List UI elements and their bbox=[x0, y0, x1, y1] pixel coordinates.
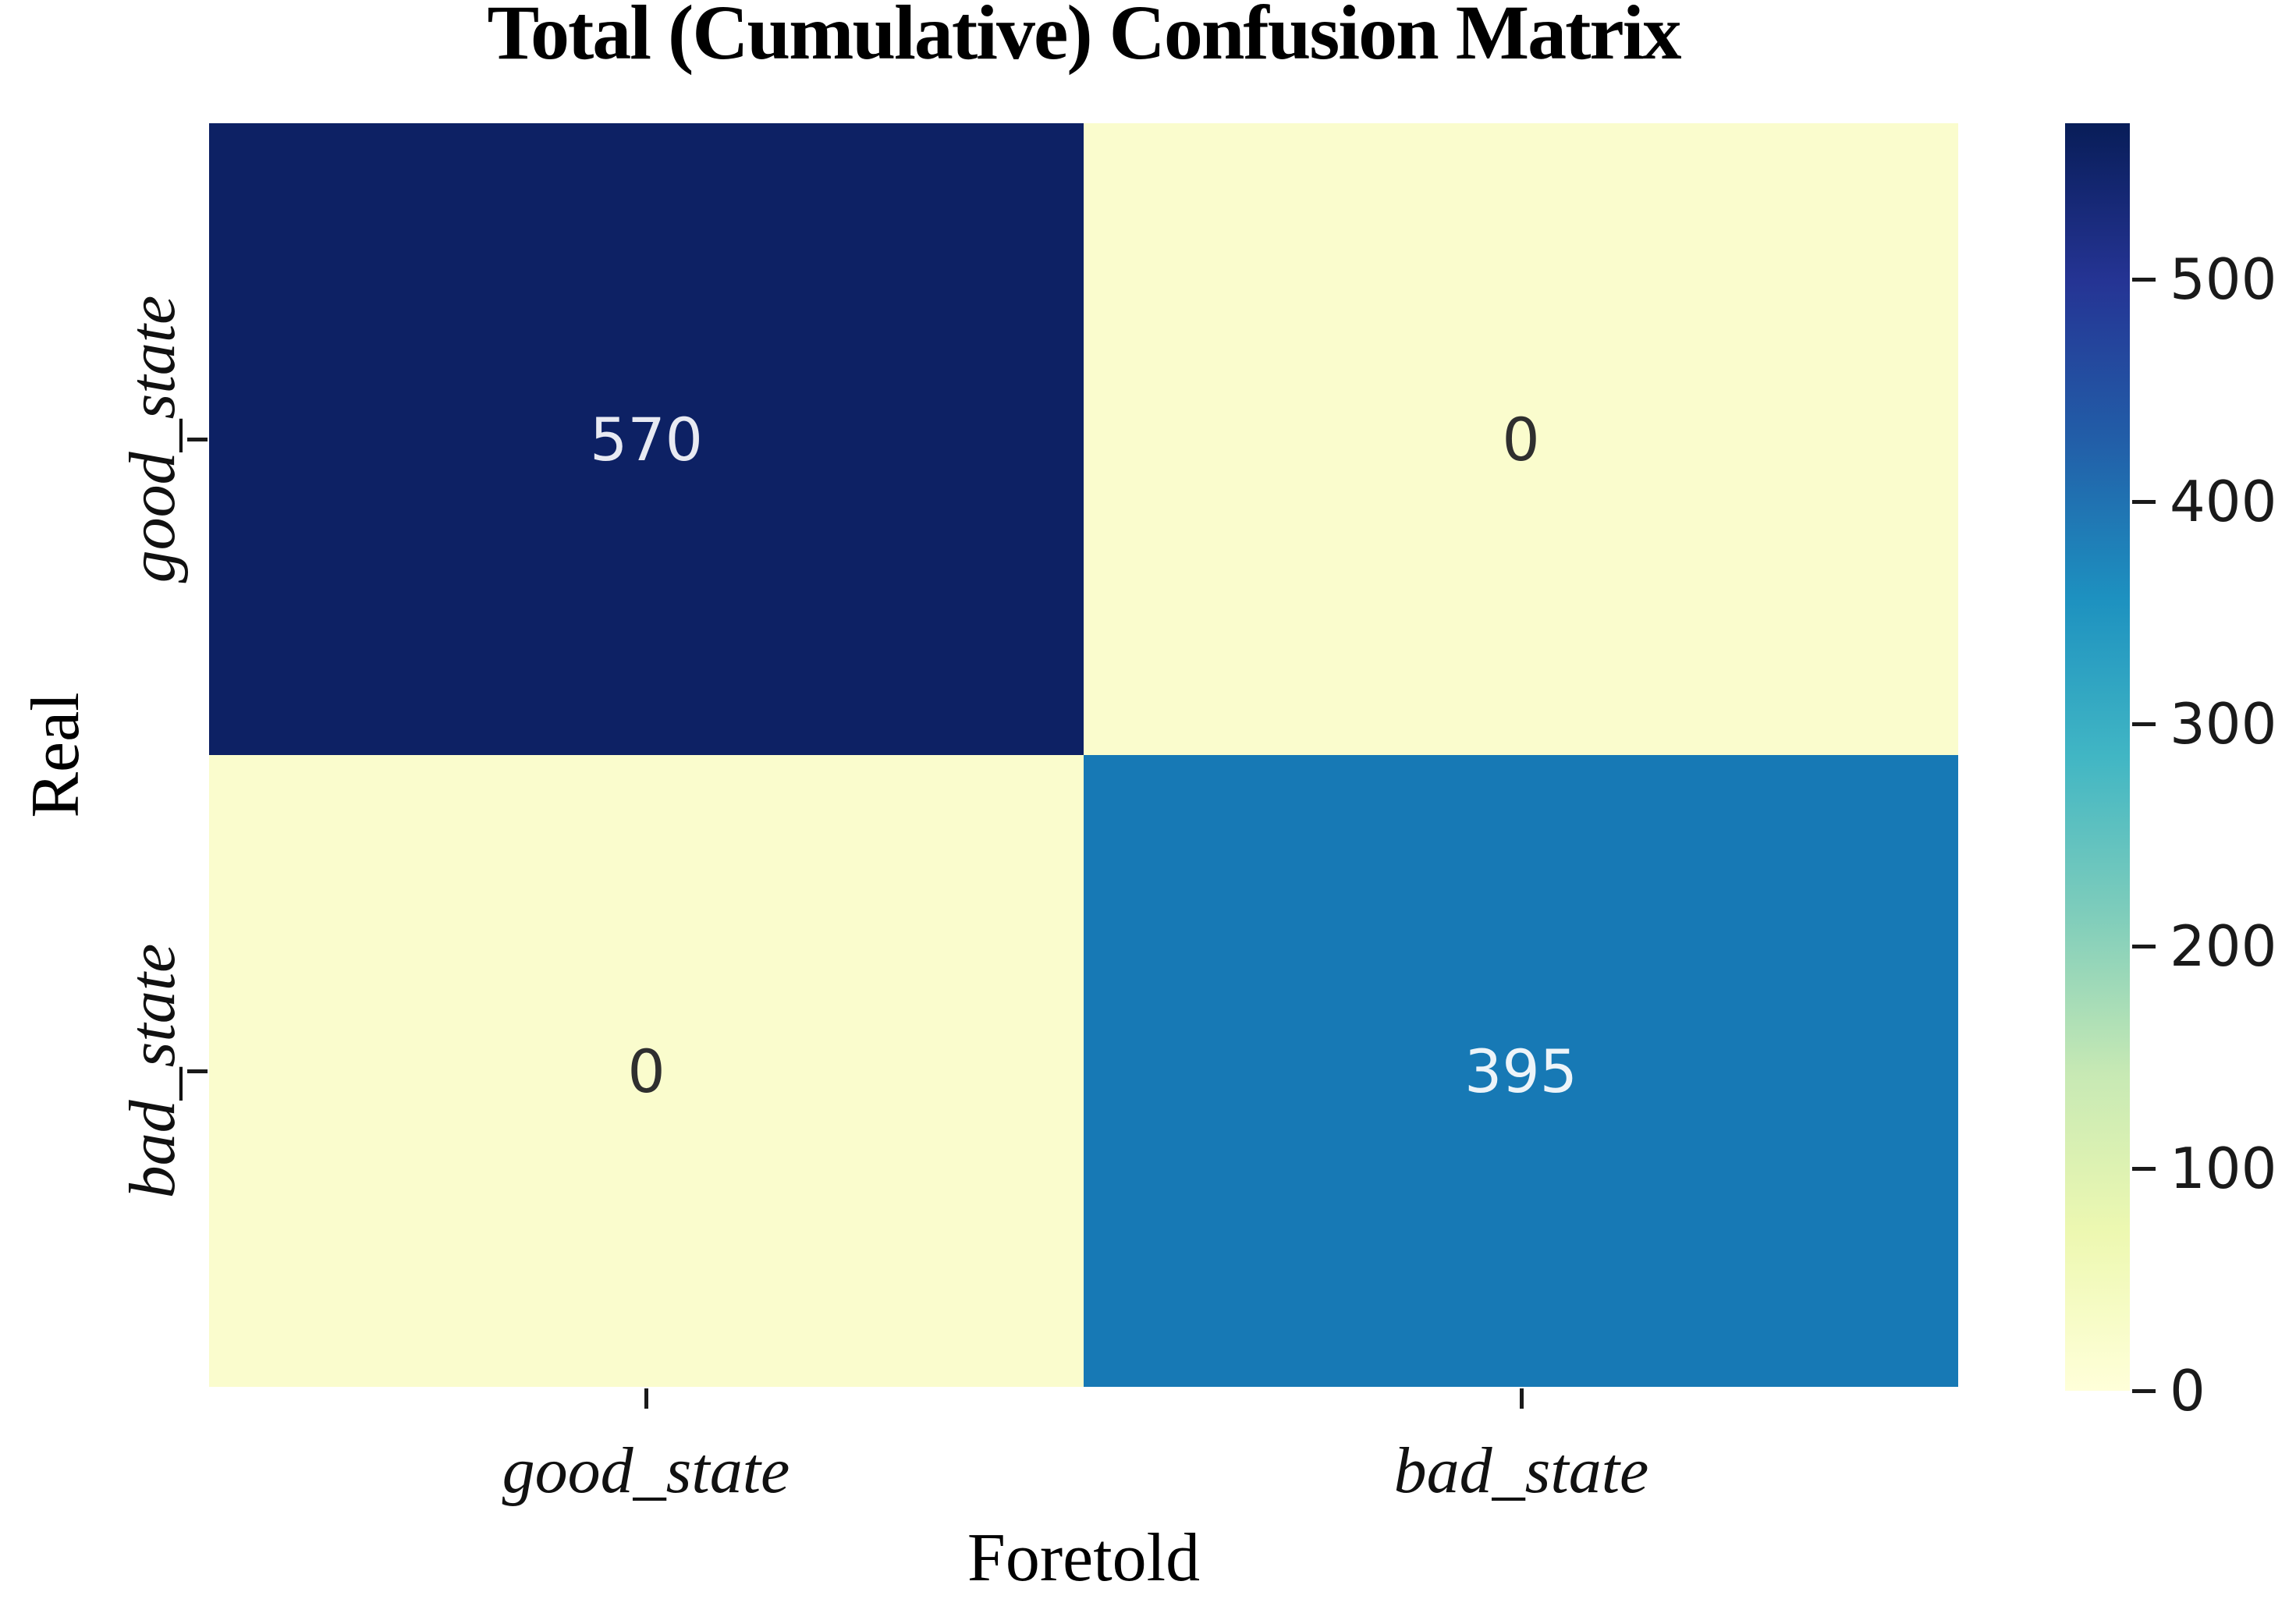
colorbar-tick-100: 100 bbox=[2132, 1140, 2276, 1197]
heatmap-cell-real-bad-pred-bad: 395 bbox=[1084, 755, 1958, 1387]
heatmap-grid: 570 0 0 395 bbox=[209, 123, 1958, 1387]
colorbar-tick-300: 300 bbox=[2132, 696, 2276, 752]
colorbar-tick-mark bbox=[2132, 1166, 2156, 1171]
colorbar-tick-mark bbox=[2132, 1388, 2156, 1393]
heatmap-cell-real-bad-pred-good: 0 bbox=[209, 755, 1084, 1387]
x-axis-tick-mark-good-state bbox=[644, 1388, 648, 1409]
x-tick-label-bad-state: bad_state bbox=[1393, 1434, 1649, 1507]
x-axis-tick-mark-bad-state bbox=[1520, 1388, 1524, 1409]
colorbar-tick-400: 400 bbox=[2132, 473, 2276, 530]
chart-title: Total (Cumulative) Confusion Matrix bbox=[487, 0, 1681, 76]
y-axis-tick-mark-good-state bbox=[187, 438, 208, 441]
colorbar-tick-mark bbox=[2132, 277, 2156, 282]
colorbar-tick-0: 0 bbox=[2132, 1363, 2206, 1419]
y-tick-label-bad-state: bad_state bbox=[116, 943, 189, 1199]
heatmap-cell-real-good-pred-bad: 0 bbox=[1084, 123, 1958, 755]
colorbar bbox=[2065, 123, 2130, 1391]
y-axis-tick-mark-bad-state bbox=[187, 1069, 208, 1073]
colorbar-tick-mark bbox=[2132, 944, 2156, 948]
y-axis-label: Real bbox=[18, 692, 94, 818]
colorbar-tick-label: 200 bbox=[2170, 913, 2277, 979]
colorbar-tick-label: 300 bbox=[2170, 691, 2277, 757]
y-tick-label-good-state: good_state bbox=[116, 295, 189, 583]
colorbar-tick-mark bbox=[2132, 499, 2156, 504]
x-tick-label-good-state: good_state bbox=[502, 1434, 790, 1507]
colorbar-tick-label: 100 bbox=[2170, 1136, 2277, 1201]
colorbar-tick-label: 0 bbox=[2170, 1358, 2206, 1424]
colorbar-tick-500: 500 bbox=[2132, 251, 2276, 307]
colorbar-tick-label: 500 bbox=[2170, 246, 2277, 312]
colorbar-tick-label: 400 bbox=[2170, 469, 2277, 534]
colorbar-tick-mark bbox=[2132, 722, 2156, 726]
x-axis-label: Foretold bbox=[967, 1520, 1201, 1596]
colorbar-tick-200: 200 bbox=[2132, 918, 2276, 974]
heatmap-cell-real-good-pred-good: 570 bbox=[209, 123, 1084, 755]
